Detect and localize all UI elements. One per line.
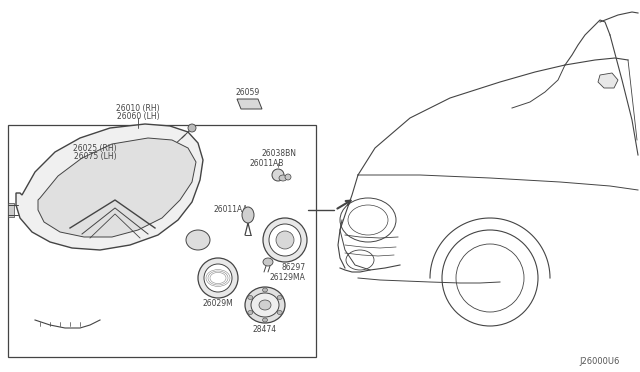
Ellipse shape — [263, 258, 273, 266]
Ellipse shape — [245, 287, 285, 323]
Polygon shape — [16, 124, 203, 250]
Ellipse shape — [277, 311, 282, 314]
Ellipse shape — [259, 300, 271, 310]
Ellipse shape — [272, 169, 284, 181]
Polygon shape — [598, 73, 618, 88]
Text: 26010 (RH): 26010 (RH) — [116, 103, 160, 112]
Text: 26011AA: 26011AA — [214, 205, 249, 214]
Ellipse shape — [269, 224, 301, 256]
Ellipse shape — [262, 318, 268, 322]
Bar — [8, 203, 14, 217]
Ellipse shape — [198, 258, 238, 298]
Polygon shape — [237, 99, 262, 109]
Text: 28474: 28474 — [253, 326, 277, 334]
Ellipse shape — [248, 295, 253, 299]
Text: 26129MA: 26129MA — [270, 273, 306, 282]
Ellipse shape — [277, 295, 282, 299]
Ellipse shape — [285, 174, 291, 180]
Text: 26029M: 26029M — [203, 299, 234, 308]
Text: J26000U6: J26000U6 — [580, 357, 620, 366]
Ellipse shape — [251, 293, 279, 317]
Text: 26060 (LH): 26060 (LH) — [116, 112, 159, 121]
Ellipse shape — [204, 264, 232, 292]
Text: 26011AB: 26011AB — [250, 158, 284, 167]
Text: 26025 (RH): 26025 (RH) — [73, 144, 117, 153]
Ellipse shape — [188, 124, 196, 132]
Ellipse shape — [263, 218, 307, 262]
Ellipse shape — [276, 231, 294, 249]
Text: 26075 (LH): 26075 (LH) — [74, 151, 116, 160]
Text: 86297: 86297 — [282, 263, 306, 273]
Polygon shape — [38, 138, 196, 237]
Ellipse shape — [186, 230, 210, 250]
Ellipse shape — [279, 175, 287, 181]
Ellipse shape — [242, 207, 254, 223]
Text: 26059: 26059 — [236, 87, 260, 96]
Bar — [8, 125, 316, 357]
Text: 26038BN: 26038BN — [262, 148, 297, 157]
Ellipse shape — [262, 288, 268, 292]
Ellipse shape — [248, 311, 253, 314]
